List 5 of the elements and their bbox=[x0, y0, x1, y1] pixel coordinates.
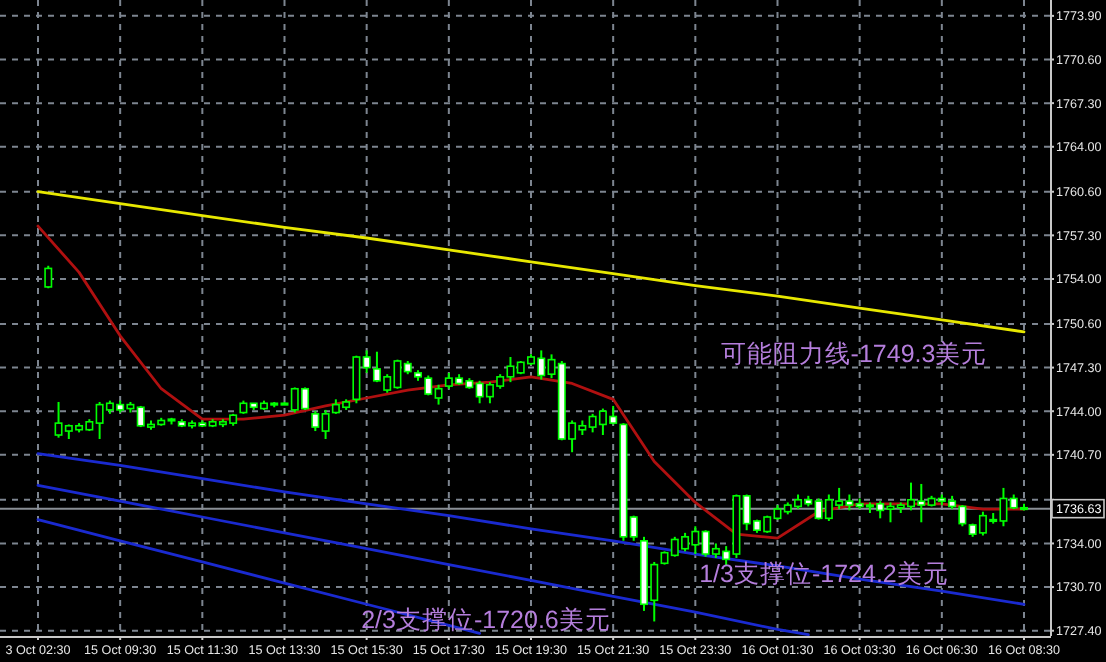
line-series bbox=[36, 190, 1026, 334]
line-series bbox=[36, 452, 1026, 606]
line-series bbox=[36, 483, 810, 637]
line-series bbox=[36, 224, 1026, 540]
annotation: 可能阻力线-1749.3美元 bbox=[720, 338, 988, 368]
